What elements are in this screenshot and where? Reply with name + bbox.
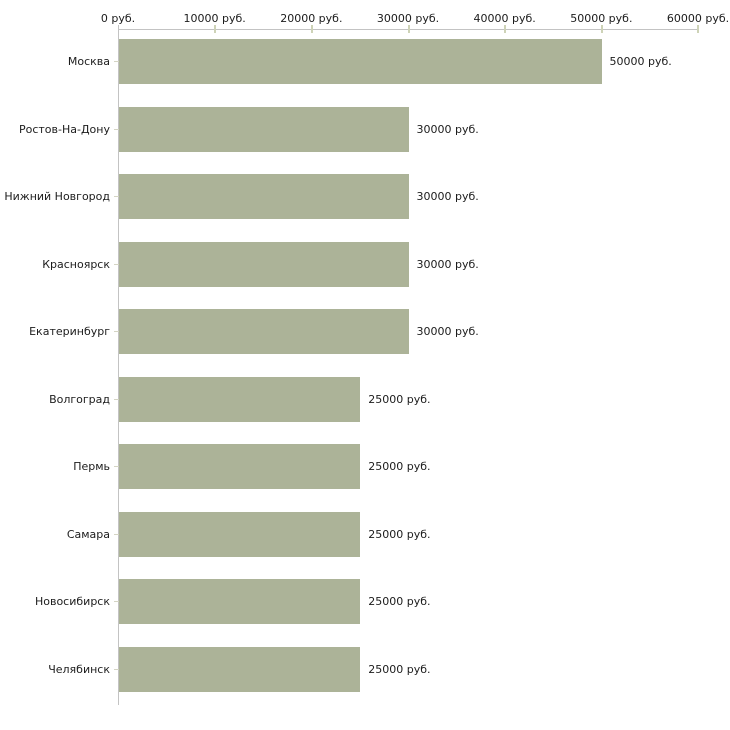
x-axis-tick	[310, 25, 313, 33]
plot-area: Москва 50000 руб. Ростов-На-Дону 30000 р…	[4, 25, 699, 706]
x-axis-tick	[697, 25, 699, 33]
x-axis-zero-tick	[118, 25, 119, 30]
bar-row: Пермь 25000 руб.	[73, 435, 698, 503]
category-label: Нижний Новгород	[4, 190, 110, 203]
value-label: 30000 руб.	[416, 190, 479, 203]
category-label: Челябинск	[48, 662, 110, 676]
bar-row: Екатеринбург 30000 руб.	[29, 300, 698, 368]
category-tick	[114, 466, 119, 467]
value-label: 30000 руб.	[416, 122, 479, 136]
category-tick	[114, 533, 119, 535]
bar	[119, 174, 409, 219]
bar-row: Челябинск 25000 руб.	[48, 638, 698, 706]
bar	[119, 241, 409, 287]
bar	[119, 511, 361, 557]
bar-row: Ростов-На-Дону 30000 руб.	[19, 98, 698, 166]
x-axis-tick-label: 30000 руб.	[376, 12, 440, 25]
category-tick	[114, 668, 119, 670]
value-label: 25000 руб.	[368, 392, 431, 406]
value-label: 30000 руб.	[416, 325, 479, 338]
value-label: 50000 руб.	[609, 55, 672, 68]
x-axis-tick	[214, 25, 217, 33]
category-label: Самара	[66, 527, 110, 541]
bar	[119, 579, 361, 624]
bar-row: Красноярск 30000 руб.	[42, 233, 698, 301]
value-label: 30000 руб.	[416, 257, 479, 271]
plot-rows: Москва 50000 руб. Ростов-На-Дону 30000 р…	[4, 30, 698, 706]
x-axis-tick	[407, 25, 410, 33]
bar	[119, 106, 409, 152]
category-label: Пермь	[73, 460, 110, 473]
bar	[119, 376, 361, 422]
bar-row: Волгоград 25000 руб.	[49, 368, 698, 436]
x-axis-tick-label: 40000 руб.	[473, 12, 536, 25]
x-axis-tick-label: 20000 руб.	[280, 12, 343, 25]
bar-row: Нижний Новгород 30000 руб.	[4, 165, 698, 233]
bar	[119, 309, 409, 354]
value-label: 25000 руб.	[368, 662, 431, 676]
x-axis-tick-label: 60000 руб.	[666, 12, 730, 25]
category-tick	[114, 61, 119, 62]
category-label: Волгоград	[49, 392, 110, 406]
bar-row: Новосибирск 25000 руб.	[35, 570, 698, 638]
bar-row: Москва 50000 руб.	[68, 30, 698, 98]
category-tick	[114, 601, 119, 602]
value-label: 25000 руб.	[368, 460, 431, 473]
category-tick	[114, 331, 119, 332]
category-tick	[114, 196, 119, 197]
category-tick	[114, 263, 119, 265]
x-axis: 0 руб. 10000 руб. 20000 руб. 30000 руб. 4000…	[101, 0, 729, 29]
category-label: Екатеринбург	[29, 325, 110, 338]
category-label: Ростов-На-Дону	[18, 122, 110, 136]
category-label: Новосибирск	[34, 595, 110, 608]
x-axis-tick-label: 50000 руб.	[570, 12, 633, 25]
bar	[119, 444, 361, 489]
category-tick	[114, 398, 119, 400]
value-label: 25000 руб.	[368, 527, 431, 541]
category-tick	[114, 128, 119, 130]
bar	[119, 39, 602, 84]
category-label: Москва	[67, 55, 110, 68]
x-axis-tick	[503, 25, 506, 33]
bar-row: Самара 25000 руб.	[67, 503, 698, 571]
bar	[119, 646, 361, 692]
value-label: 25000 руб.	[368, 595, 431, 608]
category-label: Красноярск	[42, 257, 110, 271]
x-axis-tick-label: 10000 руб.	[183, 12, 246, 25]
x-axis-tick-label: 0 руб.	[100, 12, 136, 25]
x-axis-tick	[600, 25, 603, 33]
